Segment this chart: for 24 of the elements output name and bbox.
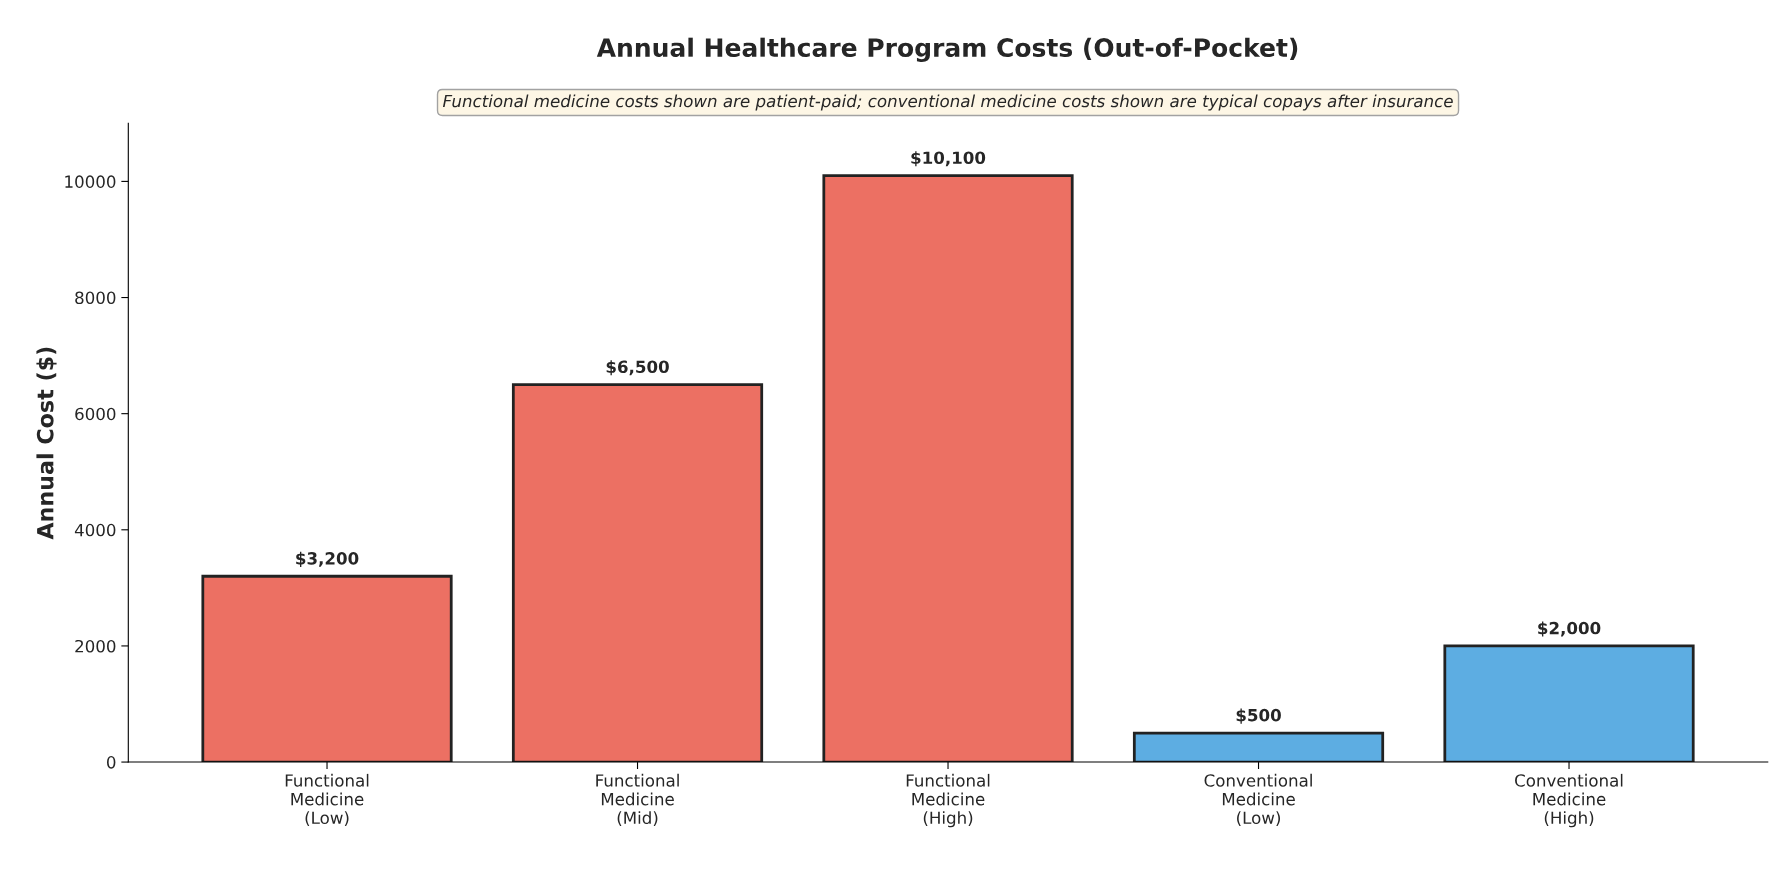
x-tick-label: Functional Medicine (Mid) — [596, 773, 679, 827]
bar — [511, 383, 764, 763]
data-label: $3,200 — [296, 551, 359, 567]
y-tick-label: 8000 — [75, 291, 116, 305]
y-tick-label: 0 — [106, 756, 116, 769]
x-tick-label: Conventional Medicine (High) — [1515, 773, 1623, 828]
x-tick-label: Conventional Medicine (Low) — [1204, 773, 1312, 827]
y-tick-label: 6000 — [75, 407, 116, 421]
bar — [1132, 731, 1385, 763]
chart-title: Annual Healthcare Program Costs (Out-of-Pocket) — [596, 37, 1298, 63]
x-tick-label: Functional Medicine (High) — [906, 773, 990, 828]
text: Functional medicine costs shown are patient-paid; conventional medicine costs shown are typical copays after insurance — [442, 94, 1453, 111]
bar — [1443, 644, 1695, 763]
data-label: $6,500 — [606, 360, 669, 376]
x-tick-label: Functional Medicine (Low) — [285, 773, 369, 827]
data-label: $10,100 — [911, 151, 986, 167]
bar — [201, 574, 453, 763]
data-label: $2,000 — [1538, 621, 1601, 637]
data-label: $500 — [1236, 708, 1281, 724]
y-tick-label: 4000 — [74, 523, 116, 537]
y-tick-label: 10000 — [65, 175, 116, 188]
y-tick-label: 2000 — [75, 639, 116, 653]
y-axis-title: Annual Cost ($) — [36, 347, 57, 540]
bar — [822, 174, 1074, 763]
